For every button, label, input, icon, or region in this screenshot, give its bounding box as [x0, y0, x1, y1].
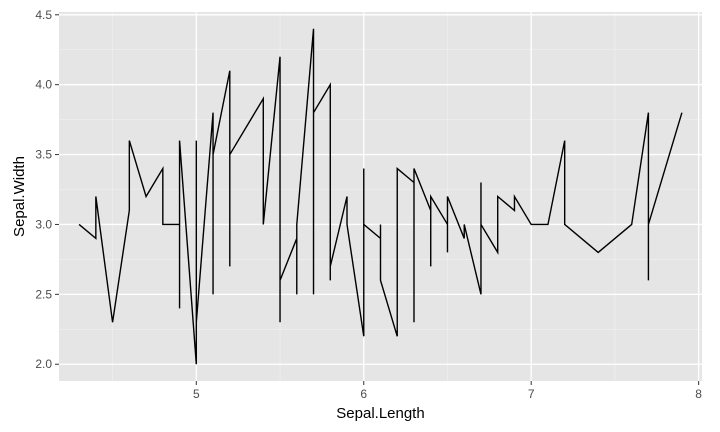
y-tick-label: 2.0	[35, 357, 52, 371]
series-line	[78, 28, 683, 365]
x-axis-title: Sepal.Length	[336, 405, 424, 422]
y-tick-label: 3.5	[35, 148, 52, 162]
x-tick-label: 7	[528, 387, 535, 401]
x-tick-label: 5	[193, 387, 200, 401]
y-tick-label: 4.5	[35, 8, 52, 22]
y-tick-label: 4.0	[35, 78, 52, 92]
x-tick-label: 6	[360, 387, 367, 401]
y-tick-label: 2.5	[35, 287, 52, 301]
y-axis-title: Sepal.Width	[11, 156, 28, 237]
plot-panel	[59, 12, 702, 381]
x-axis-ticks: 5 6 7 8	[193, 381, 702, 401]
major-gridlines	[59, 12, 702, 381]
x-tick-label: 8	[695, 387, 702, 401]
y-axis-ticks: 2.0 2.5 3.0 3.5 4.0 4.5	[35, 8, 59, 371]
y-tick-label: 3.0	[35, 217, 52, 231]
